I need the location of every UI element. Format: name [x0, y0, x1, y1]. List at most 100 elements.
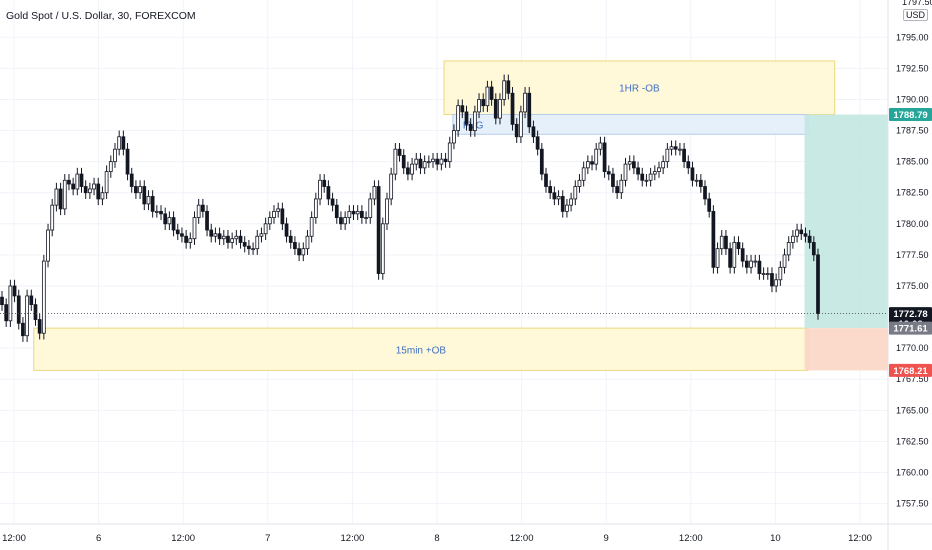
candle-up — [196, 204, 201, 218]
candle-down — [29, 295, 34, 306]
candle-up — [678, 148, 682, 151]
candle-down — [590, 161, 594, 165]
position-stop-zone — [804, 328, 888, 371]
y-tick-label: 1782.50 — [896, 188, 929, 198]
candle-up — [62, 179, 67, 210]
price-tag-entry-value: 1771.61 — [893, 324, 928, 335]
candle-up — [50, 204, 55, 231]
candle-down — [134, 186, 138, 194]
candle-down — [744, 260, 749, 268]
candle-up — [774, 279, 779, 287]
candle-down — [37, 319, 42, 334]
candle-down — [514, 123, 519, 138]
candle-down — [711, 210, 716, 268]
candle-down — [803, 233, 808, 237]
price-axis[interactable]: 1757.50 1760.00 1762.50 1765.00 1767.50 1770.… — [887, 0, 932, 550]
candle-down — [527, 92, 532, 128]
candle-up — [565, 204, 569, 212]
candle-down — [397, 148, 402, 156]
candle-up — [75, 173, 80, 190]
candle-down — [238, 235, 243, 243]
candle-down — [297, 248, 301, 256]
candle-up — [577, 179, 582, 187]
candle-down — [121, 136, 126, 150]
candle-up — [146, 196, 151, 205]
x-tick-label: 12:00 — [679, 533, 703, 544]
x-tick-label: 8 — [434, 533, 439, 544]
candle-down — [200, 204, 205, 212]
candle-up — [665, 148, 670, 163]
candle-down — [293, 242, 297, 250]
candle-down — [376, 186, 381, 274]
candle-up — [113, 148, 117, 163]
x-tick-label: 12:00 — [510, 533, 534, 544]
candle-up — [305, 235, 310, 250]
candle-down — [548, 186, 553, 194]
candle-up — [715, 248, 720, 268]
candle-down — [96, 183, 101, 200]
candle-down — [322, 179, 327, 187]
candle-up — [749, 260, 753, 268]
candle-up — [598, 142, 603, 150]
candle-down — [544, 173, 548, 187]
candle-up — [414, 158, 419, 165]
candle-down — [606, 171, 611, 175]
time-axis[interactable]: 12:00 6 12:00 7 12:00 8 12:00 9 12:00 10 12:00 — [0, 523, 932, 544]
candle-down — [79, 173, 84, 187]
candle-up — [795, 229, 799, 237]
y-tick-label: 1795.00 — [896, 32, 929, 42]
candle-up — [422, 161, 427, 169]
candle-up — [652, 171, 657, 175]
x-tick-label: 10 — [770, 533, 781, 544]
candle-up — [313, 198, 318, 218]
price-tag-last-value: 1772.78 — [893, 309, 927, 320]
price-tag-stop-value: 1768.21 — [893, 366, 928, 377]
candle-up — [426, 161, 431, 164]
candle-down — [0, 296, 4, 306]
candle-down — [247, 245, 251, 250]
candle-down — [129, 173, 134, 187]
price-tag-target — [889, 108, 932, 122]
candle-up — [585, 161, 590, 169]
candle-down — [539, 148, 544, 175]
y-tick-label: 1760.00 — [896, 467, 929, 477]
candle-up — [485, 86, 490, 107]
candle-down — [435, 158, 440, 165]
candle-up — [791, 235, 795, 243]
x-tick-label: 7 — [265, 533, 270, 544]
candle-up — [644, 179, 649, 182]
candle-down — [770, 273, 774, 287]
candle-down — [159, 210, 163, 215]
candle-down — [481, 99, 486, 107]
zones: 1HR -OBFVG15min +OB — [33, 60, 888, 371]
currency-badge[interactable]: USD — [903, 9, 929, 21]
candle-down — [531, 126, 536, 138]
candle-down — [510, 92, 515, 125]
candle-up — [477, 99, 481, 113]
candle-up — [627, 161, 632, 165]
y-tick-label: 1792.50 — [896, 63, 929, 73]
candle-up — [372, 186, 377, 200]
price-tag-entry — [889, 321, 932, 335]
candle-down — [351, 210, 356, 215]
candle-down — [707, 198, 712, 212]
candle-up — [439, 158, 444, 165]
candle-up — [498, 99, 502, 119]
candle-down — [171, 217, 176, 231]
candle-up — [255, 235, 260, 250]
candle-up — [259, 233, 264, 237]
candle-down — [560, 196, 565, 212]
candle-down — [360, 210, 364, 218]
candle-down — [493, 99, 498, 119]
candle-down — [184, 235, 188, 243]
candle-up — [213, 233, 218, 237]
candle-up — [154, 210, 159, 213]
candle-up — [364, 217, 368, 219]
candle-up — [104, 171, 109, 194]
x-tick-label: 12:00 — [341, 533, 365, 544]
candle-up — [502, 80, 507, 100]
candle-down — [736, 242, 741, 250]
candle-down — [728, 248, 732, 268]
candle-up — [108, 161, 113, 172]
